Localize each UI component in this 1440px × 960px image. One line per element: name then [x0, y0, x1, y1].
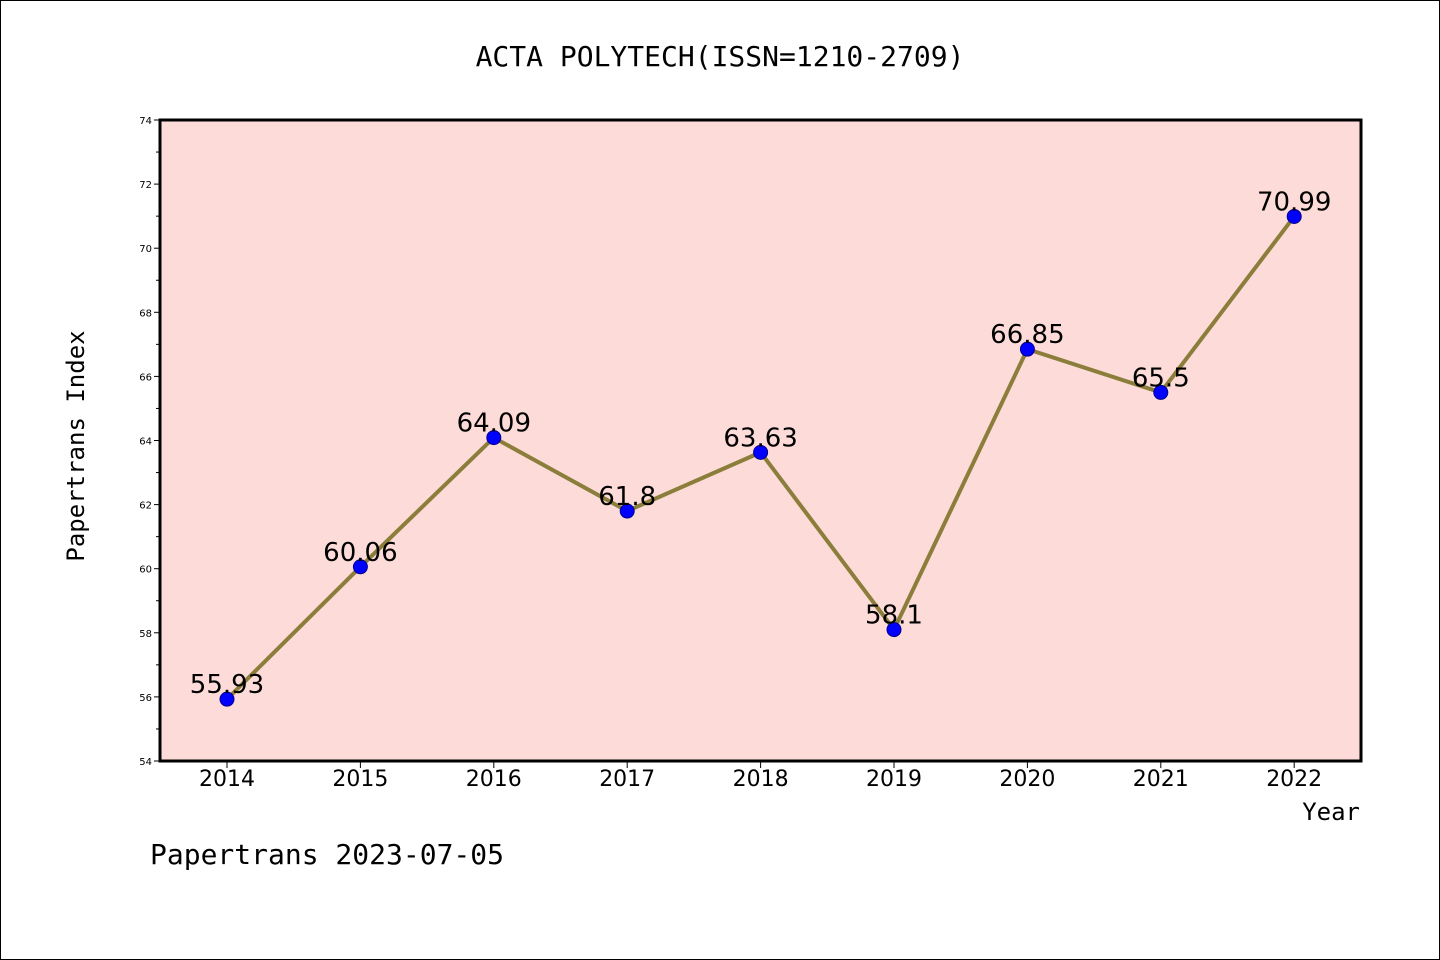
data-label: 55.93 [190, 670, 264, 700]
y-axis-label: Papertrans Index [62, 330, 90, 561]
data-label: 58.1 [865, 601, 923, 631]
y-axis: 54 56 58 60 62 64 66 68 70 72 74 [139, 116, 160, 768]
plot-area [158, 118, 1363, 763]
y-tick-label: 56 [139, 693, 152, 704]
y-tick-label: 72 [139, 180, 152, 191]
footer-text: Papertrans 2023-07-05 [150, 838, 504, 871]
data-label: 66.85 [990, 320, 1064, 350]
data-point [619, 503, 635, 519]
data-point [486, 430, 502, 446]
y-tick-label: 66 [139, 372, 152, 383]
y-tick-label: 68 [139, 308, 152, 319]
x-tick-label: 2017 [599, 767, 655, 792]
data-label: 64.09 [457, 409, 531, 439]
x-tick-label: 2020 [999, 767, 1055, 792]
x-tick-label: 2015 [332, 767, 388, 792]
data-markers [219, 208, 1302, 707]
y-tick-label: 70 [139, 244, 152, 255]
chart-title: ACTA POLYTECH(ISSN=1210-2709) [476, 40, 965, 73]
data-point [219, 691, 235, 707]
data-point [1286, 208, 1302, 224]
y-tick-label: 54 [139, 757, 152, 768]
y-tick-label: 64 [139, 437, 152, 448]
data-label: 65.5 [1132, 363, 1190, 393]
data-point [1019, 341, 1035, 357]
x-tick-label: 2014 [199, 767, 255, 792]
x-tick-label: 2016 [466, 767, 522, 792]
data-point [352, 559, 368, 575]
x-tick-label: 2019 [866, 767, 922, 792]
data-point [886, 622, 902, 638]
x-axis: 2014 2015 2016 2017 2018 2019 2020 2021 2022 [199, 761, 1322, 792]
data-label: 63.63 [723, 423, 797, 453]
data-label: 61.8 [598, 482, 656, 512]
x-tick-label: 2021 [1133, 767, 1189, 792]
data-label: 70.99 [1257, 187, 1331, 217]
y-tick-label: 62 [139, 501, 152, 512]
data-point [753, 444, 769, 460]
data-label: 60.06 [323, 538, 397, 568]
x-tick-label: 2018 [733, 767, 789, 792]
y-tick-label: 74 [139, 116, 152, 127]
y-tick-label: 60 [139, 565, 152, 576]
x-axis-label: Year [1302, 798, 1360, 826]
data-labels: 55.93 60.06 64.09 61.8 63.63 58.1 66.85 65.5 70.… [190, 187, 1332, 700]
y-tick-label: 58 [139, 629, 152, 640]
x-tick-label: 2022 [1266, 767, 1322, 792]
data-point [1153, 384, 1169, 400]
